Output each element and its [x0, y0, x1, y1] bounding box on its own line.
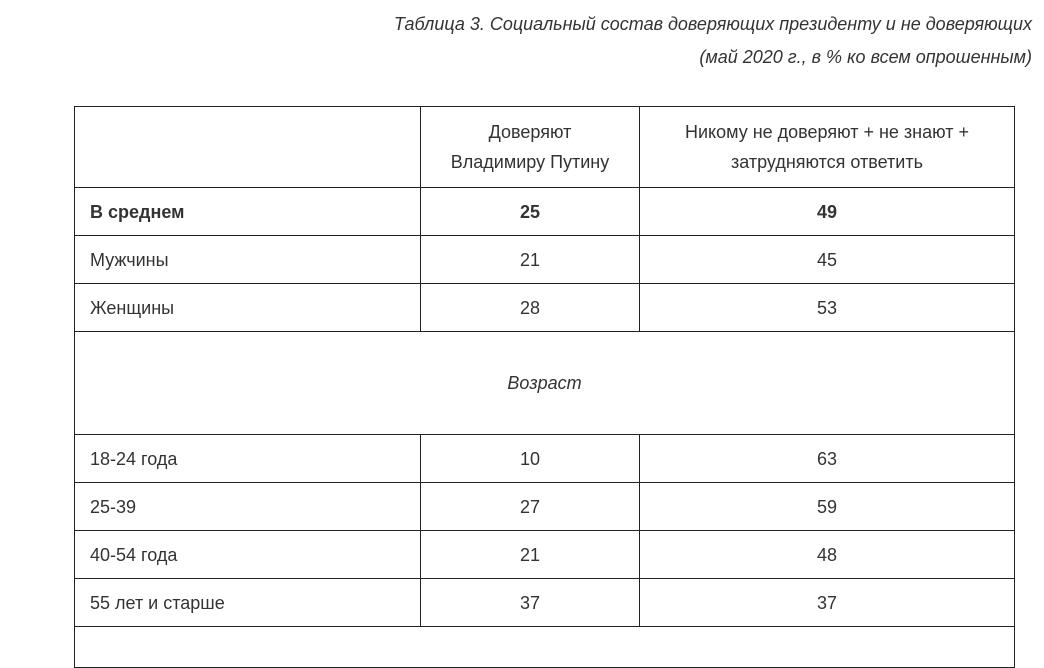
table-row: 18-24 года 10 63 [74, 434, 1015, 483]
header-row: Доверяют Владимиру Путину Никому не довер… [74, 106, 1015, 188]
header-trust: Доверяют Владимиру Путину [420, 106, 640, 188]
table-row: 25-39 27 59 [74, 482, 1015, 531]
header-empty-cell [74, 106, 421, 188]
table-row-partial [74, 626, 1015, 668]
table-row: В среднем 25 49 [74, 187, 1015, 236]
table-caption-subtitle: (май 2020 г., в % ко всем опрошенным) [699, 47, 1032, 67]
section-row-age: Возраст [74, 331, 1015, 435]
header-other: Никому не доверяют + не знают + затрудняю… [639, 106, 1015, 188]
table-row: 40-54 года 21 48 [74, 530, 1015, 579]
data-table: Доверяют Владимиру Путину Никому не довер… [74, 106, 1015, 668]
table-caption-title: Таблица 3. Социальный состав доверяющих … [393, 14, 1032, 34]
table-row: Мужчины 21 45 [74, 235, 1015, 284]
table-row: 55 лет и старше 37 37 [74, 578, 1015, 627]
table-row: Женщины 28 53 [74, 283, 1015, 332]
